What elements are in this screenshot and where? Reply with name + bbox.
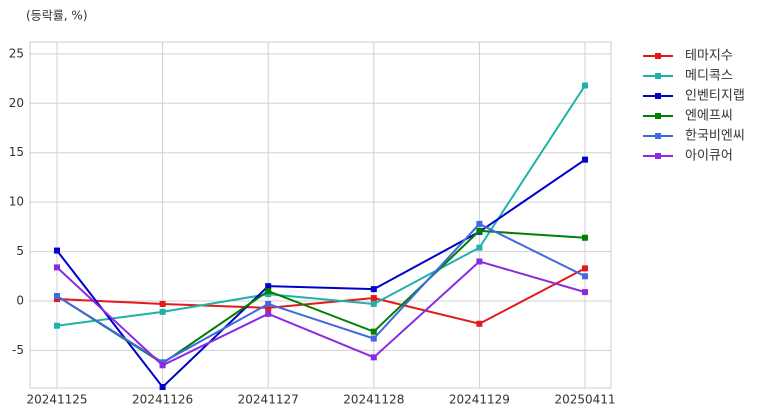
plot-frame	[29, 41, 612, 389]
point-marker	[159, 300, 166, 307]
point-marker	[582, 273, 588, 280]
point-marker	[476, 227, 483, 234]
legend-marker	[655, 53, 661, 59]
point-marker	[159, 384, 166, 391]
point-marker	[54, 322, 60, 329]
point-marker	[476, 320, 483, 327]
y-tick-label: 0	[16, 294, 24, 308]
x-tick-label: 20241128	[343, 393, 404, 407]
point-marker	[582, 156, 588, 163]
x-tick-label: 20241127	[238, 393, 299, 407]
point-marker	[265, 283, 272, 290]
point-marker	[159, 308, 166, 315]
point-marker	[370, 354, 377, 361]
point-marker	[54, 264, 60, 271]
legend-label: 테마지수	[685, 49, 733, 64]
x-tick-label: 20241126	[132, 393, 193, 407]
point-marker	[265, 310, 272, 317]
legend-marker	[655, 73, 661, 79]
point-marker	[54, 247, 60, 254]
point-marker	[370, 328, 377, 335]
series-line	[56, 158, 586, 389]
legend-label: 인벤티지랩	[685, 89, 745, 104]
point-marker	[476, 220, 483, 227]
point-marker	[370, 295, 377, 302]
x-tick-label: 20241129	[449, 393, 510, 407]
y-tick-label: 20	[9, 96, 24, 110]
x-tick-label: 20250411	[554, 393, 615, 407]
legend-marker	[655, 93, 661, 99]
y-axis-label: (등락률, %)	[26, 9, 88, 23]
y-tick-label: -5	[12, 343, 24, 357]
legend-label: 아이큐어	[685, 149, 733, 164]
legend-marker	[655, 133, 661, 139]
series-line	[56, 222, 586, 364]
point-marker	[582, 82, 588, 89]
point-marker	[265, 304, 272, 311]
legend-label: 엔에프씨	[685, 109, 733, 124]
y-tick-label: 15	[9, 145, 24, 159]
point-marker	[582, 289, 588, 296]
point-marker	[54, 293, 60, 300]
legend-label: 한국비엔씨	[685, 129, 745, 144]
point-marker	[476, 244, 483, 251]
y-tick-label: 10	[9, 195, 24, 209]
series-line	[56, 260, 586, 367]
legend-marker	[655, 113, 661, 119]
point-marker	[370, 286, 377, 293]
point-marker	[582, 234, 588, 241]
series-line	[56, 267, 586, 325]
x-tick-label: 20241125	[26, 393, 87, 407]
point-marker	[265, 288, 272, 295]
legend-marker	[655, 153, 661, 159]
y-tick-label: 5	[16, 244, 24, 258]
y-tick-label: 25	[9, 46, 24, 60]
point-marker	[370, 335, 377, 342]
point-marker	[476, 258, 483, 265]
point-marker	[159, 362, 166, 369]
point-marker	[370, 300, 377, 307]
point-marker	[582, 265, 588, 272]
legend-label: 메디콕스	[685, 69, 733, 84]
point-marker	[265, 300, 272, 307]
